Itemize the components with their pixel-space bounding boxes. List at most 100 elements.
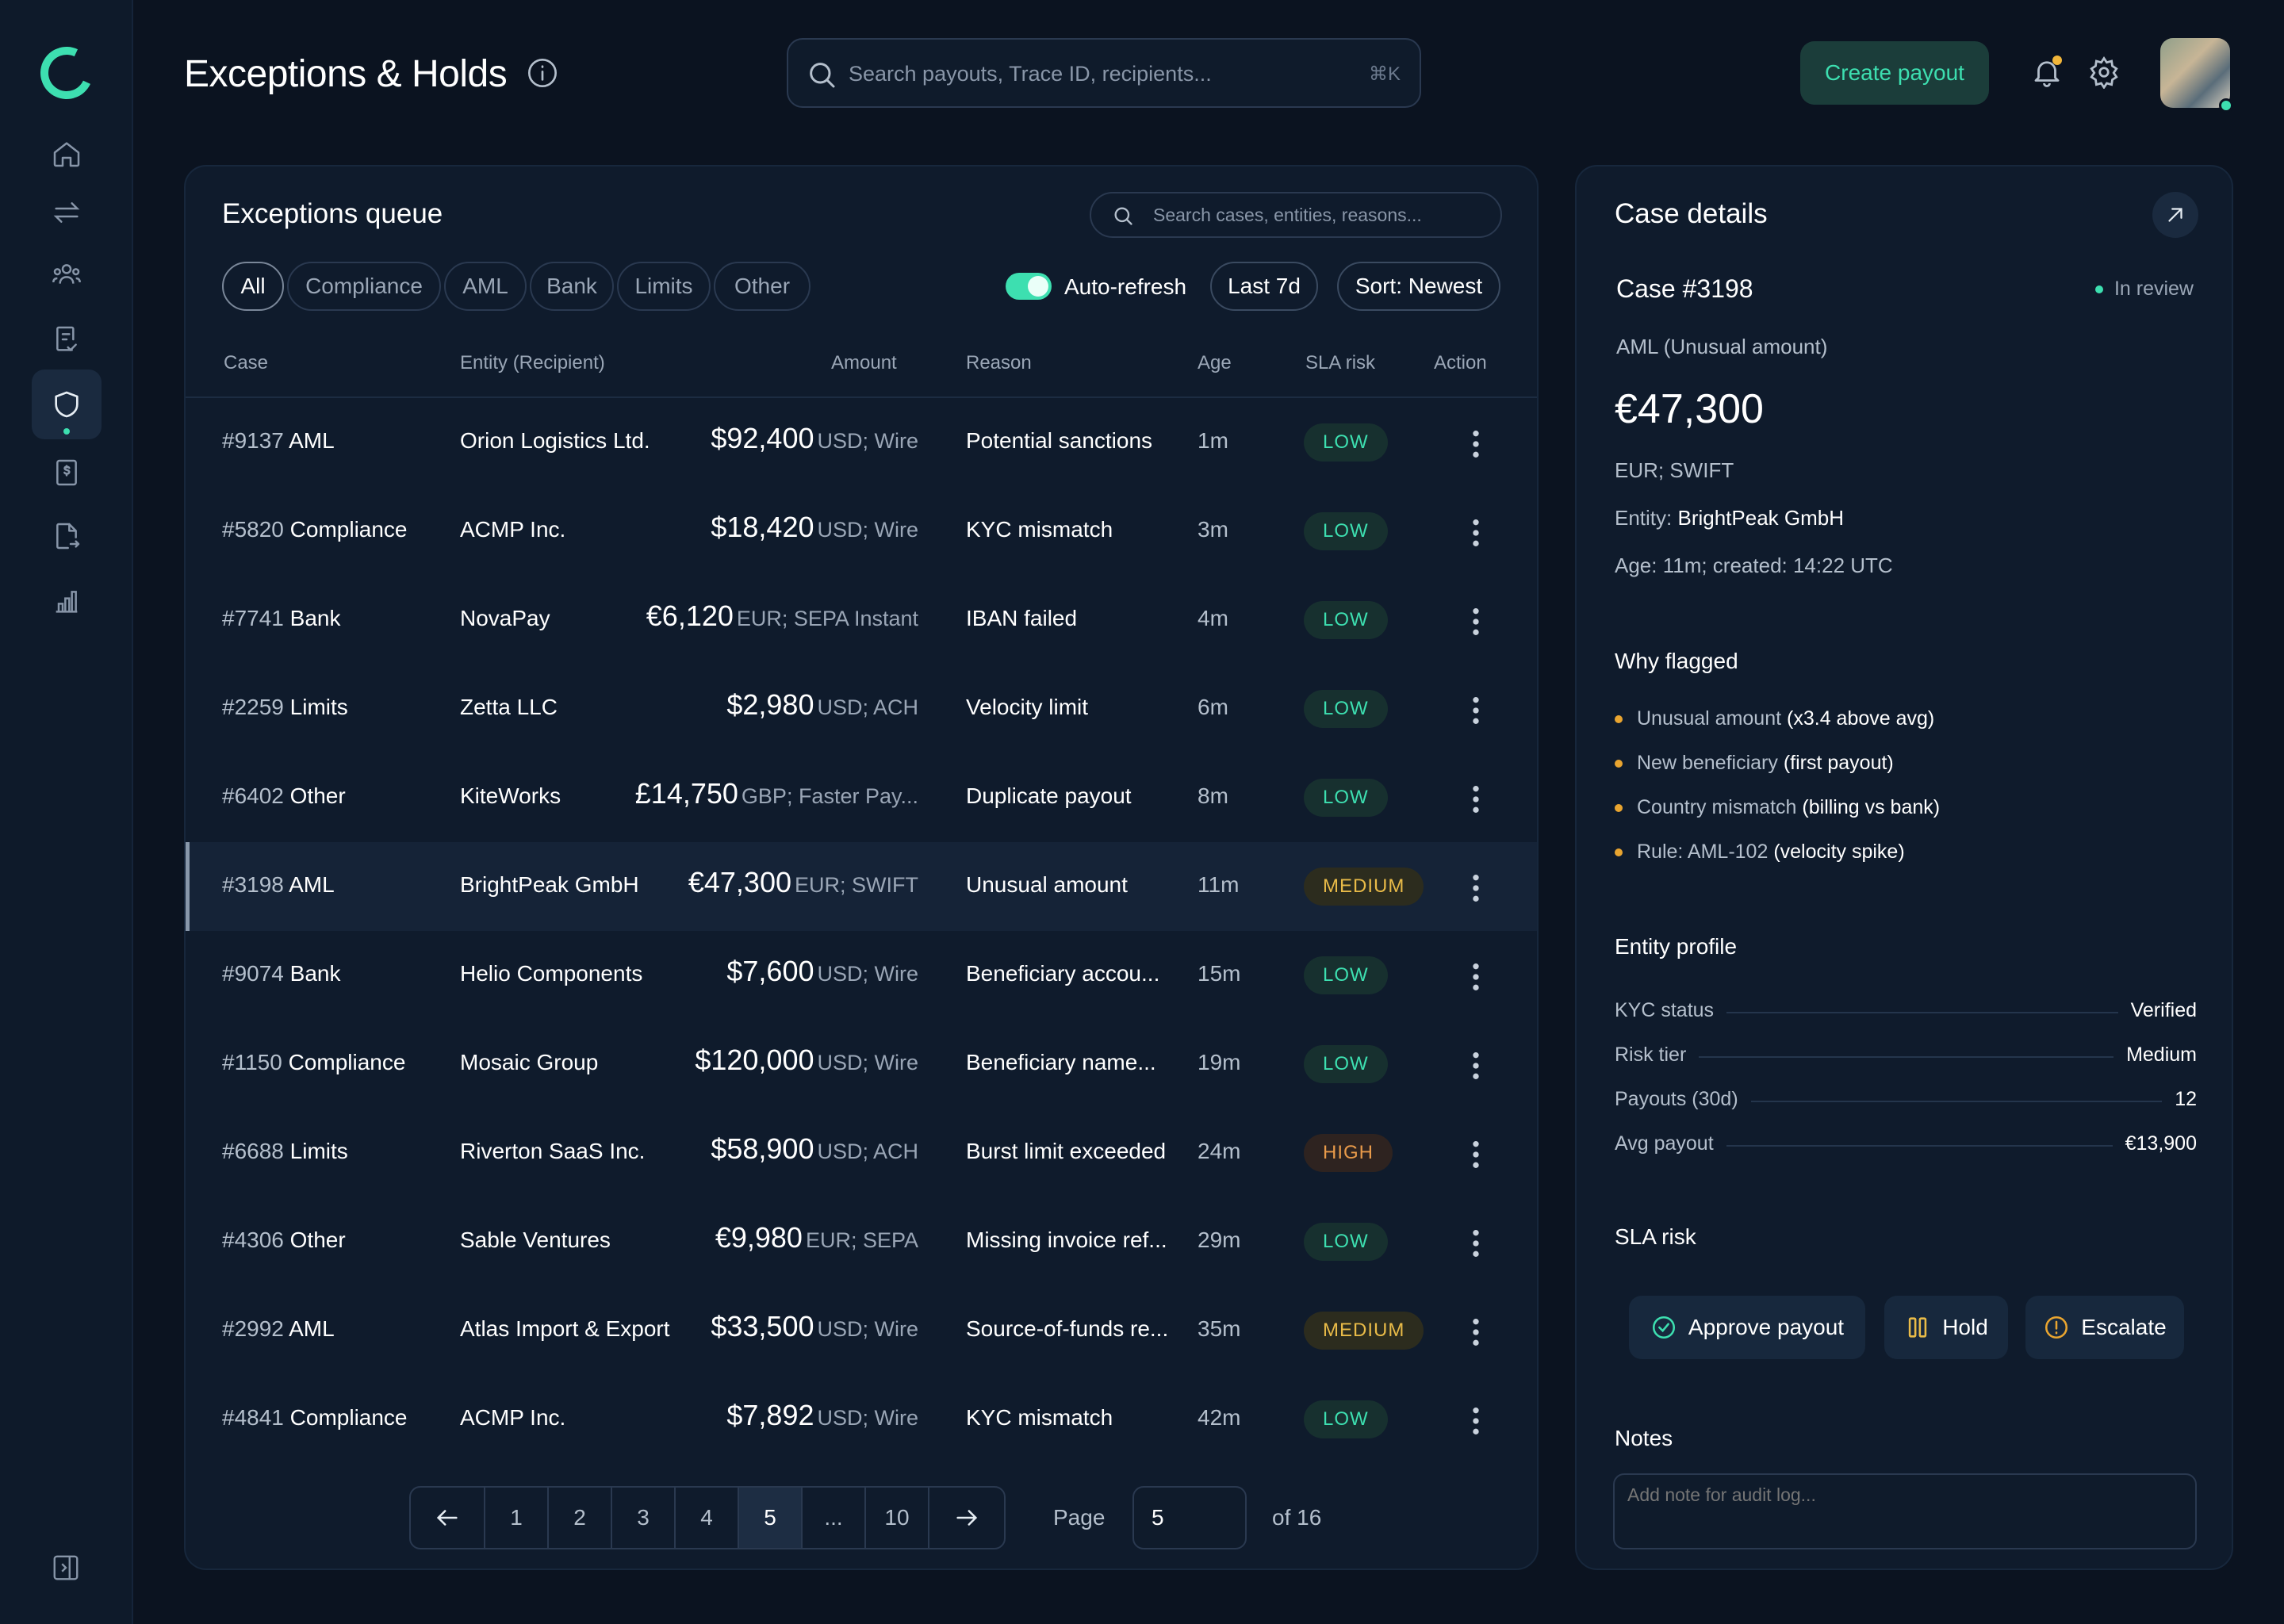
filter-chip-all[interactable]: All (222, 262, 284, 311)
page-button-3[interactable]: 3 (612, 1488, 676, 1548)
sidebar-item-exceptions[interactable] (32, 370, 102, 439)
row-actions-button[interactable] (1464, 1316, 1488, 1348)
row-actions-button[interactable] (1464, 1405, 1488, 1437)
amount-rail: USD; Wire (817, 1051, 919, 1074)
page-ellipsis: ... (803, 1488, 866, 1548)
case-number: #5820 (222, 517, 284, 542)
page-button-2[interactable]: 2 (549, 1488, 612, 1548)
sla-risk-title: SLA risk (1615, 1224, 1696, 1249)
row-actions-button[interactable] (1464, 1139, 1488, 1170)
age-cell: 1m (1198, 428, 1228, 453)
sla-risk-badge: LOW (1304, 512, 1388, 550)
queue-search-placeholder: Search cases, entities, reasons... (1153, 205, 1422, 225)
table-row[interactable]: #2992 AML Atlas Import & Export $33,500 USD… (186, 1286, 1537, 1375)
table-row[interactable]: #4306 Other Sable Ventures €9,980 EUR; SEPA… (186, 1197, 1537, 1286)
gear-icon[interactable] (2087, 56, 2121, 89)
sort-button[interactable]: Sort: Newest (1337, 262, 1500, 311)
amount-cell: $33,500 USD; Wire (711, 1310, 918, 1343)
profile-key: Avg payout (1615, 1132, 1726, 1155)
bell-icon[interactable] (2030, 56, 2064, 89)
reason-cell: IBAN failed (966, 606, 1078, 630)
row-actions-button[interactable] (1464, 1050, 1488, 1082)
home-icon (53, 142, 80, 167)
flag-item: Unusual amount (x3.4 above avg) (1615, 707, 1934, 730)
table-row[interactable]: #6688 Limits Riverton SaaS Inc. $58,900 USD… (186, 1109, 1537, 1197)
filter-chip-aml[interactable]: AML (444, 262, 527, 311)
queue-search-input[interactable]: Search cases, entities, reasons... (1090, 192, 1502, 238)
queue-title: Exceptions queue (222, 198, 443, 229)
prev-page-button[interactable] (411, 1488, 485, 1548)
column-header-entity[interactable]: Entity (Recipient) (460, 352, 605, 373)
column-header-case[interactable]: Case (224, 352, 269, 373)
sla-risk-badge: LOW (1304, 779, 1388, 817)
page-button-5[interactable]: 5 (739, 1488, 803, 1548)
date-range-button[interactable]: Last 7d (1210, 262, 1318, 311)
amount-value: $92,400 (711, 422, 814, 454)
profile-value: Verified (2117, 999, 2197, 1022)
flag-label: Country mismatch (1637, 796, 1797, 818)
table-row[interactable]: #9074 Bank Helio Components $7,600 USD; Wir… (186, 931, 1537, 1020)
table-row[interactable]: #1150 Compliance Mosaic Group $120,000 USD;… (186, 1020, 1537, 1109)
row-actions-button[interactable] (1464, 606, 1488, 638)
more-vertical-icon (1473, 963, 1479, 990)
sidebar-item-recipients[interactable] (32, 239, 102, 309)
hold-button[interactable]: Hold (1884, 1296, 2008, 1359)
notes-title: Notes (1615, 1426, 1673, 1450)
table-row[interactable]: #5820 Compliance ACMP Inc. $18,420 USD; Wir… (186, 487, 1537, 576)
escalate-button[interactable]: Escalate (2025, 1296, 2184, 1359)
case-entity-value: BrightPeak GmbH (1677, 506, 1845, 530)
sidebar-item-exports[interactable] (32, 501, 102, 571)
filter-chip-compliance[interactable]: Compliance (287, 262, 441, 311)
reason-cell: Potential sanctions (966, 428, 1153, 453)
page-button-1[interactable]: 1 (485, 1488, 549, 1548)
app-logo[interactable] (33, 39, 101, 107)
filter-chip-limits[interactable]: Limits (617, 262, 711, 311)
sla-risk-badge: LOW (1304, 423, 1388, 462)
column-header-sla-risk[interactable]: SLA risk (1305, 352, 1376, 373)
row-actions-button[interactable] (1464, 783, 1488, 815)
age-cell: 4m (1198, 606, 1228, 630)
table-row[interactable]: #2259 Limits Zetta LLC $2,980 USD; ACH Veloc… (186, 665, 1537, 753)
info-icon[interactable] (527, 57, 558, 89)
amount-rail: EUR; SEPA (805, 1228, 918, 1252)
column-header-reason[interactable]: Reason (966, 352, 1032, 373)
row-actions-button[interactable] (1464, 1228, 1488, 1259)
sidebar-item-reports[interactable] (32, 566, 102, 636)
table-row[interactable]: #7741 Bank NovaPay €6,120 EUR; SEPA Instant… (186, 576, 1537, 665)
sidebar-item-invoices[interactable] (32, 438, 102, 508)
row-actions-button[interactable] (1464, 872, 1488, 904)
column-header-amount[interactable]: Amount (831, 352, 897, 373)
approve-payout-button[interactable]: Approve payout (1629, 1296, 1865, 1359)
create-payout-button[interactable]: Create payout (1800, 41, 1989, 105)
table-row[interactable]: #6402 Other KiteWorks £14,750 GBP; Faster P… (186, 753, 1537, 842)
global-search[interactable]: Search payouts, Trace ID, recipients... … (787, 38, 1421, 108)
row-actions-button[interactable] (1464, 961, 1488, 993)
filter-chip-other[interactable]: Other (714, 262, 811, 311)
entity-cell: Mosaic Group (460, 1050, 599, 1074)
row-actions-button[interactable] (1464, 695, 1488, 726)
table-row[interactable]: #4841 Compliance ACMP Inc. $7,892 USD; Wire… (186, 1375, 1537, 1464)
bar-chart-icon (56, 591, 78, 613)
row-actions-button[interactable] (1464, 517, 1488, 549)
open-case-button[interactable] (2152, 192, 2198, 238)
page-number-input[interactable] (1132, 1486, 1247, 1549)
table-row[interactable]: #9137 AML Orion Logistics Ltd. $92,400 USD;… (186, 398, 1537, 487)
row-actions-button[interactable] (1464, 428, 1488, 460)
age-cell: 6m (1198, 695, 1228, 719)
sidebar-collapse-icon[interactable] (51, 1553, 81, 1583)
sidebar-item-home[interactable] (32, 119, 102, 189)
filter-chip-bank[interactable]: Bank (530, 262, 614, 311)
next-page-button[interactable] (929, 1488, 1004, 1548)
audit-note-input[interactable] (1613, 1473, 2197, 1549)
sidebar-item-transfers[interactable] (32, 178, 102, 247)
sidebar-item-approvals[interactable] (32, 304, 102, 374)
column-header-age[interactable]: Age (1198, 352, 1232, 373)
flag-detail: (velocity spike) (1773, 841, 1905, 863)
page-button-4[interactable]: 4 (676, 1488, 739, 1548)
amount-rail: USD; Wire (817, 518, 919, 542)
page-button-10[interactable]: 10 (866, 1488, 929, 1548)
table-row[interactable]: #3198 AML BrightPeak GmbH €47,300 EUR; SWIF… (186, 842, 1537, 931)
avatar[interactable] (2160, 38, 2230, 108)
reason-cell: Beneficiary name... (966, 1050, 1156, 1074)
auto-refresh-toggle[interactable] (1006, 273, 1052, 300)
